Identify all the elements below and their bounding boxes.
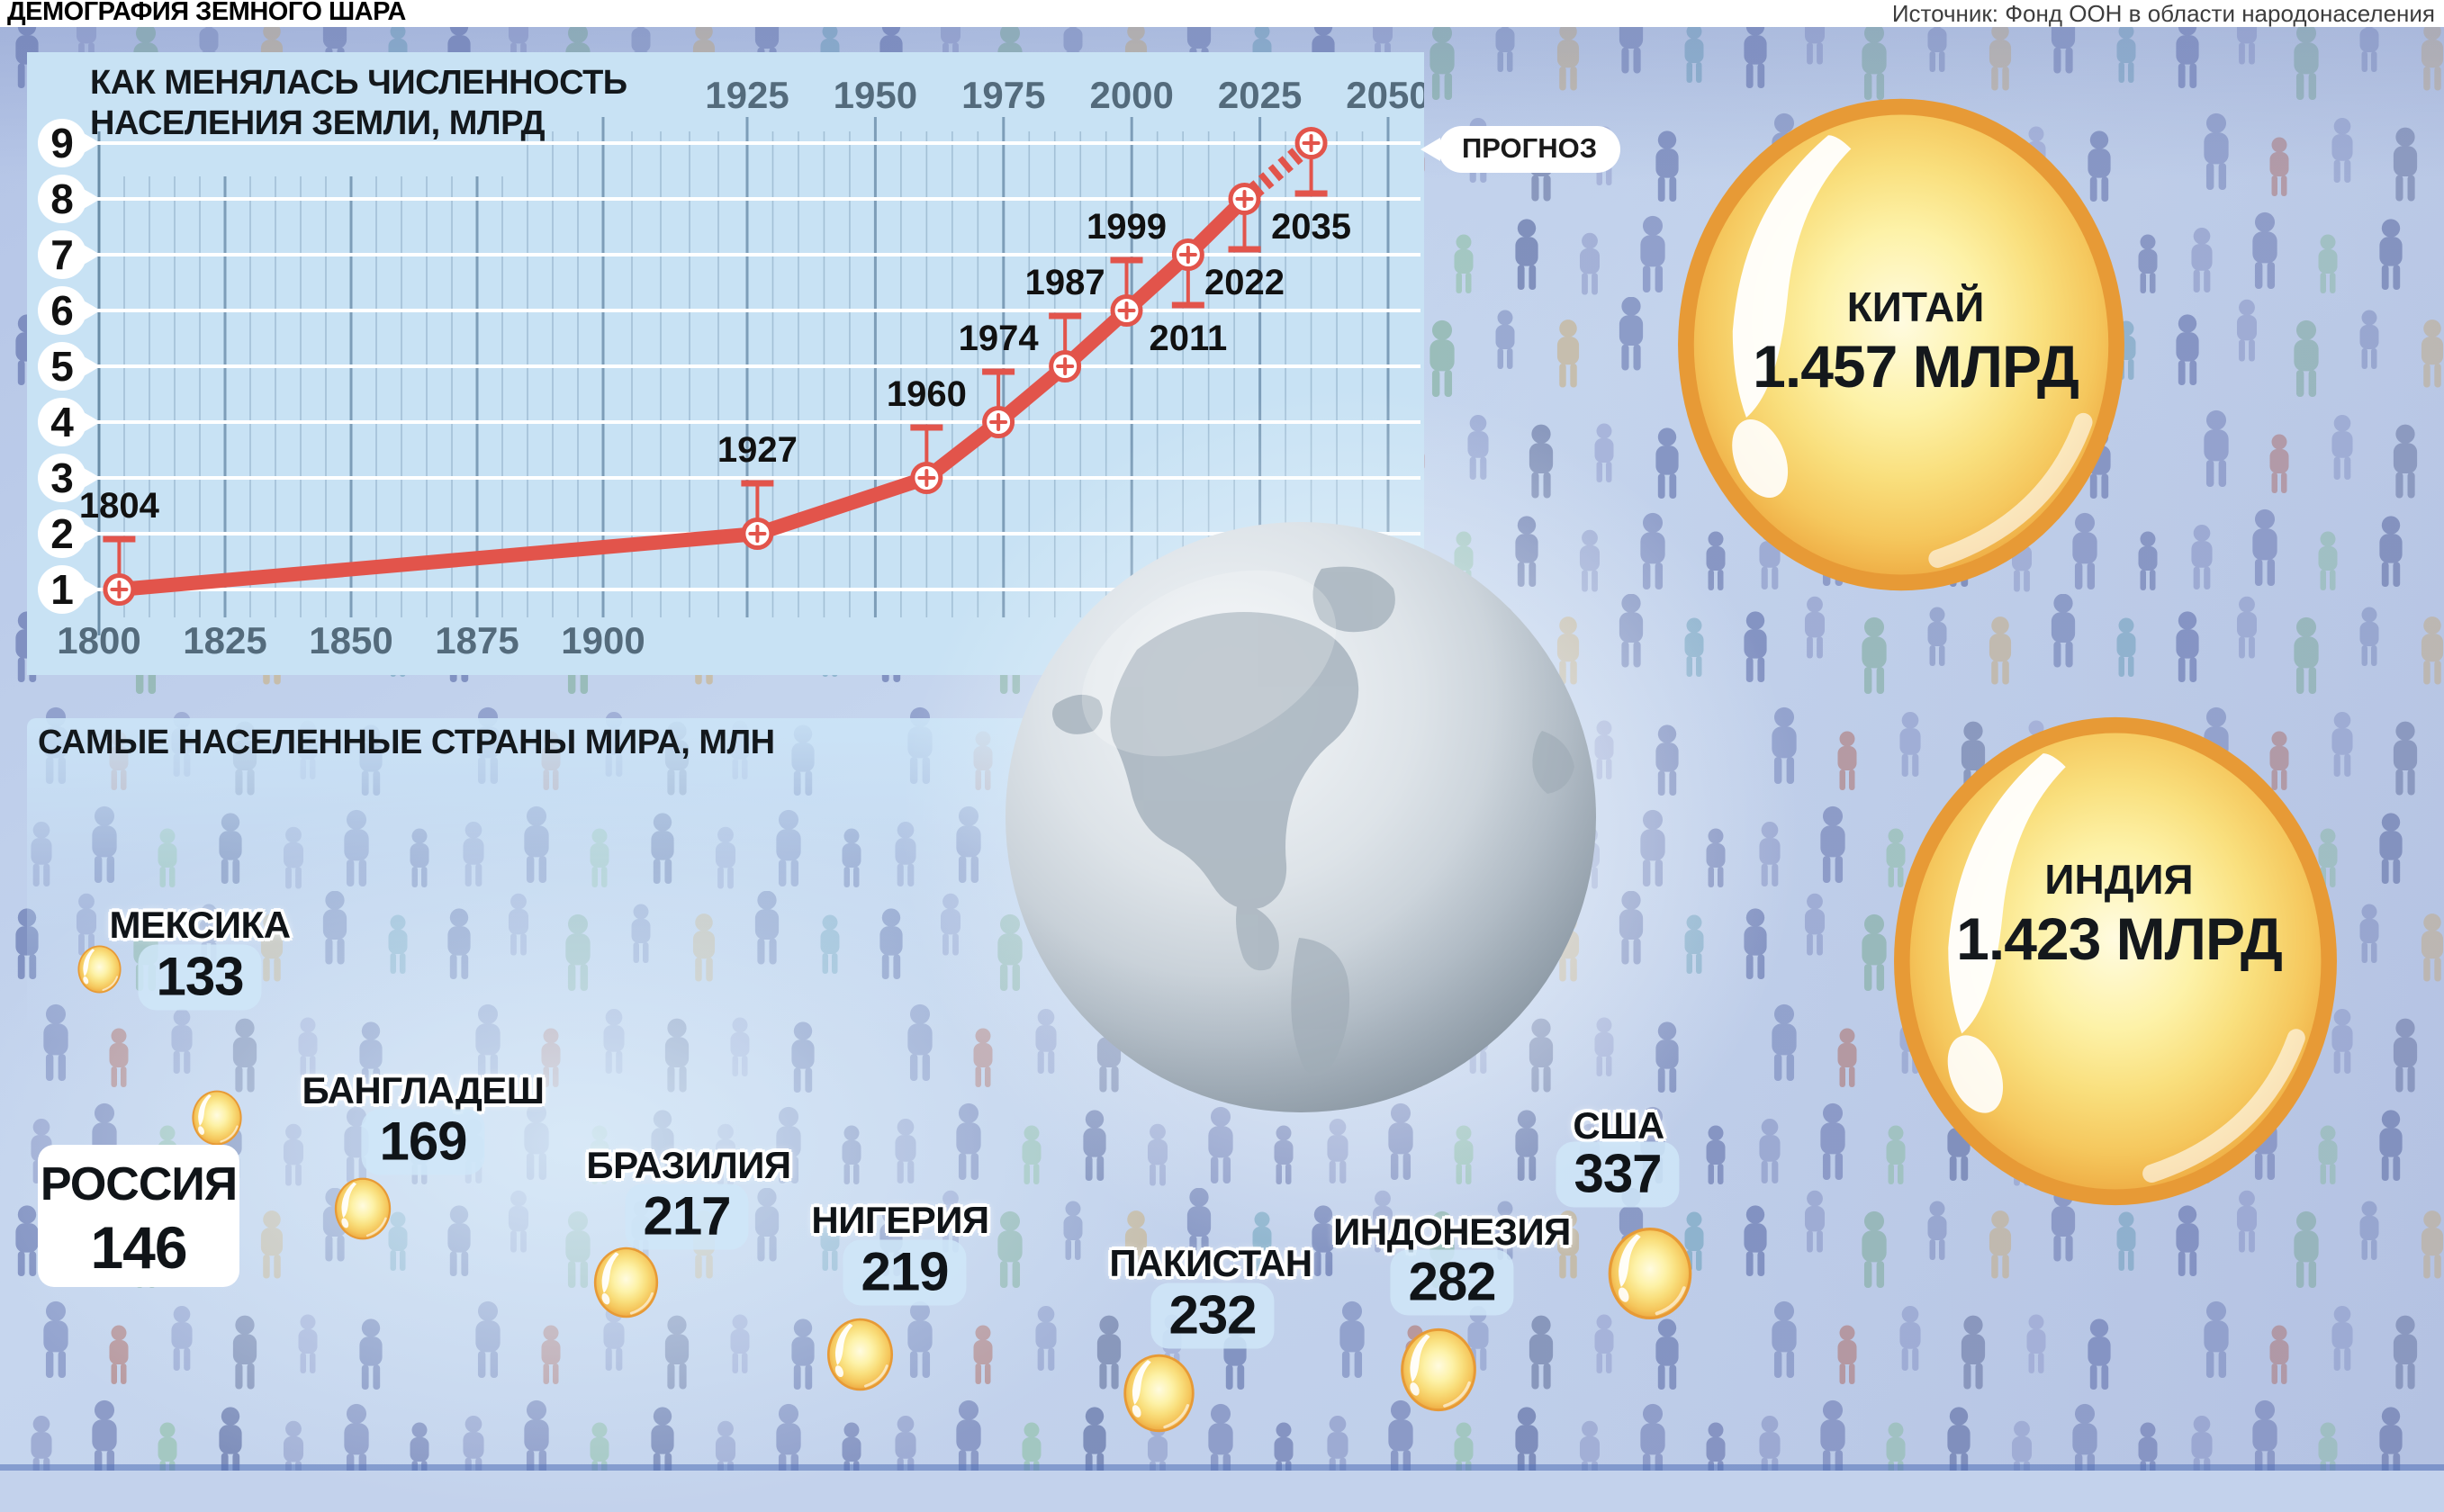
y-tick-label: 3 bbox=[50, 454, 74, 501]
data-point-year-label: 1999 bbox=[1087, 207, 1167, 247]
globe-illustration bbox=[1002, 515, 1600, 1120]
x-axis-labels: 1800 1825 1850 1875 1900 1925 1950 1975 2000 2025… bbox=[57, 74, 1424, 662]
data-point: 2035 bbox=[1271, 127, 1351, 247]
country-name: БАНГЛАДЕШ bbox=[302, 1069, 545, 1112]
country-sphere bbox=[77, 945, 122, 994]
country-sphere bbox=[1122, 1354, 1196, 1433]
y-tick-balloon: 5 bbox=[38, 342, 100, 391]
y-tick-balloon: 7 bbox=[38, 230, 100, 279]
data-point: 1804 bbox=[79, 486, 160, 606]
data-point: 1927 bbox=[717, 430, 798, 550]
country-value: 219 bbox=[843, 1239, 967, 1306]
data-point-year-label: 1927 bbox=[717, 430, 798, 470]
source-credit: Источник: Фонд ООН в области народонасел… bbox=[1891, 0, 2435, 27]
header-bar: ДЕМОГРАФИЯ ЗЕМНОГО ШАРА Источник: Фонд О… bbox=[0, 0, 2444, 27]
country-value: 146 bbox=[90, 1214, 187, 1281]
globe-icon bbox=[1006, 522, 1596, 1112]
data-point-year-label: 2011 bbox=[1149, 319, 1227, 358]
y-tick-label: 8 bbox=[50, 176, 74, 222]
y-tick-label: 5 bbox=[50, 343, 74, 390]
country-name: ПАКИСТАН bbox=[1109, 1242, 1312, 1284]
data-point-year-label: 1960 bbox=[887, 374, 967, 414]
country-value: 169 bbox=[361, 1109, 485, 1175]
y-tick-label: 7 bbox=[50, 231, 74, 278]
country-value: 337 bbox=[1556, 1141, 1680, 1208]
country-name: ИНДИЯ bbox=[2044, 856, 2194, 903]
page-title: ДЕМОГРАФИЯ ЗЕМНОГО ШАРА bbox=[7, 0, 406, 26]
data-point-year-label: 1987 bbox=[1025, 263, 1105, 302]
y-tick-balloon: 9 bbox=[38, 119, 100, 167]
country-name: КИТАЙ bbox=[1846, 284, 1985, 330]
y-tick-label: 1 bbox=[50, 566, 74, 613]
x-tick-label: 2050 bbox=[1346, 74, 1424, 116]
chart-title-line1: КАК МЕНЯЛАСЬ ЧИСЛЕННОСТЬ bbox=[90, 64, 627, 102]
bottom-edge-strip bbox=[0, 1464, 2444, 1471]
country-name: США bbox=[1573, 1104, 1664, 1147]
x-tick-label: 1825 bbox=[183, 619, 266, 662]
y-tick-label: 6 bbox=[50, 287, 74, 334]
y-tick-balloon: 6 bbox=[38, 286, 100, 335]
forecast-callout: ПРОГНОЗ bbox=[1420, 126, 1621, 173]
country-value: 232 bbox=[1150, 1282, 1275, 1349]
chart-title-line2: НАСЕЛЕНИЯ ЗЕМЛИ, МЛРД bbox=[90, 104, 546, 142]
country-sphere bbox=[825, 1318, 895, 1391]
russia-card: РОССИЯ 146 bbox=[38, 1145, 239, 1287]
country-name: НИГЕРИЯ bbox=[811, 1199, 989, 1241]
data-point: 1999 bbox=[1087, 207, 1167, 327]
y-axis-labels: 1 2 3 4 5 6 7 8 9 bbox=[38, 119, 100, 614]
data-point-year-label: 1974 bbox=[959, 319, 1040, 358]
y-tick-balloon: 2 bbox=[38, 509, 100, 558]
data-point-year-label: 2035 bbox=[1271, 207, 1351, 247]
x-tick-label: 1875 bbox=[435, 619, 519, 662]
y-tick-balloon: 4 bbox=[38, 398, 100, 446]
country-name: МЕКСИКА bbox=[109, 904, 291, 946]
x-tick-label: 1900 bbox=[561, 619, 645, 662]
x-tick-label: 1950 bbox=[834, 74, 917, 116]
country-value: 133 bbox=[138, 944, 262, 1011]
country-sphere bbox=[1606, 1227, 1694, 1320]
y-tick-balloon: 3 bbox=[38, 454, 100, 502]
country-value: 217 bbox=[625, 1184, 749, 1250]
forecast-callout-label: ПРОГНОЗ bbox=[1462, 132, 1598, 164]
data-point: 2022 bbox=[1204, 183, 1285, 302]
country-value: 1.457 МЛРД bbox=[1753, 333, 2079, 400]
country-name: БРАЗИЛИЯ bbox=[586, 1144, 791, 1186]
country-sphere bbox=[592, 1246, 660, 1318]
country-sphere bbox=[1399, 1328, 1478, 1412]
chart-title: КАК МЕНЯЛАСЬ ЧИСЛЕННОСТЬ НАСЕЛЕНИЯ ЗЕМЛИ… bbox=[90, 63, 627, 144]
country-name: ИНДОНЕЗИЯ bbox=[1333, 1210, 1571, 1253]
y-tick-balloon: 8 bbox=[38, 175, 100, 223]
data-point-year-label: 1804 bbox=[79, 486, 160, 526]
x-tick-label: 1850 bbox=[309, 619, 392, 662]
y-tick-label: 2 bbox=[50, 510, 74, 557]
country-name: РОССИЯ bbox=[40, 1158, 238, 1210]
x-tick-label: 1925 bbox=[705, 74, 789, 116]
country-sphere bbox=[333, 1177, 392, 1240]
x-tick-label: 1975 bbox=[961, 74, 1045, 116]
population-line-chart: 1 2 3 4 5 6 7 8 9 1800 1825 1850 1875 1900 1925 1950 197… bbox=[27, 52, 1424, 675]
country-value: 1.423 МЛРД bbox=[1956, 905, 2283, 972]
population-chart-panel: 1 2 3 4 5 6 7 8 9 1800 1825 1850 1875 1900 1925 1950 197… bbox=[27, 52, 1424, 675]
data-point: 1987 bbox=[1025, 263, 1105, 382]
data-point-year-label: 2022 bbox=[1204, 263, 1285, 302]
x-tick-label: 2000 bbox=[1089, 74, 1173, 116]
y-tick-label: 9 bbox=[50, 120, 74, 166]
data-point: 2011 bbox=[1149, 238, 1227, 358]
x-tick-label: 2025 bbox=[1218, 74, 1302, 116]
country-sphere bbox=[191, 1090, 243, 1146]
country-value: 282 bbox=[1390, 1249, 1514, 1316]
y-tick-balloon: 1 bbox=[38, 565, 100, 614]
x-tick-label: 1800 bbox=[57, 619, 140, 662]
y-tick-label: 4 bbox=[50, 399, 74, 446]
countries-section-label: САМЫЕ НАСЕЛЕННЫЕ СТРАНЫ МИРА, МЛН bbox=[38, 724, 775, 761]
